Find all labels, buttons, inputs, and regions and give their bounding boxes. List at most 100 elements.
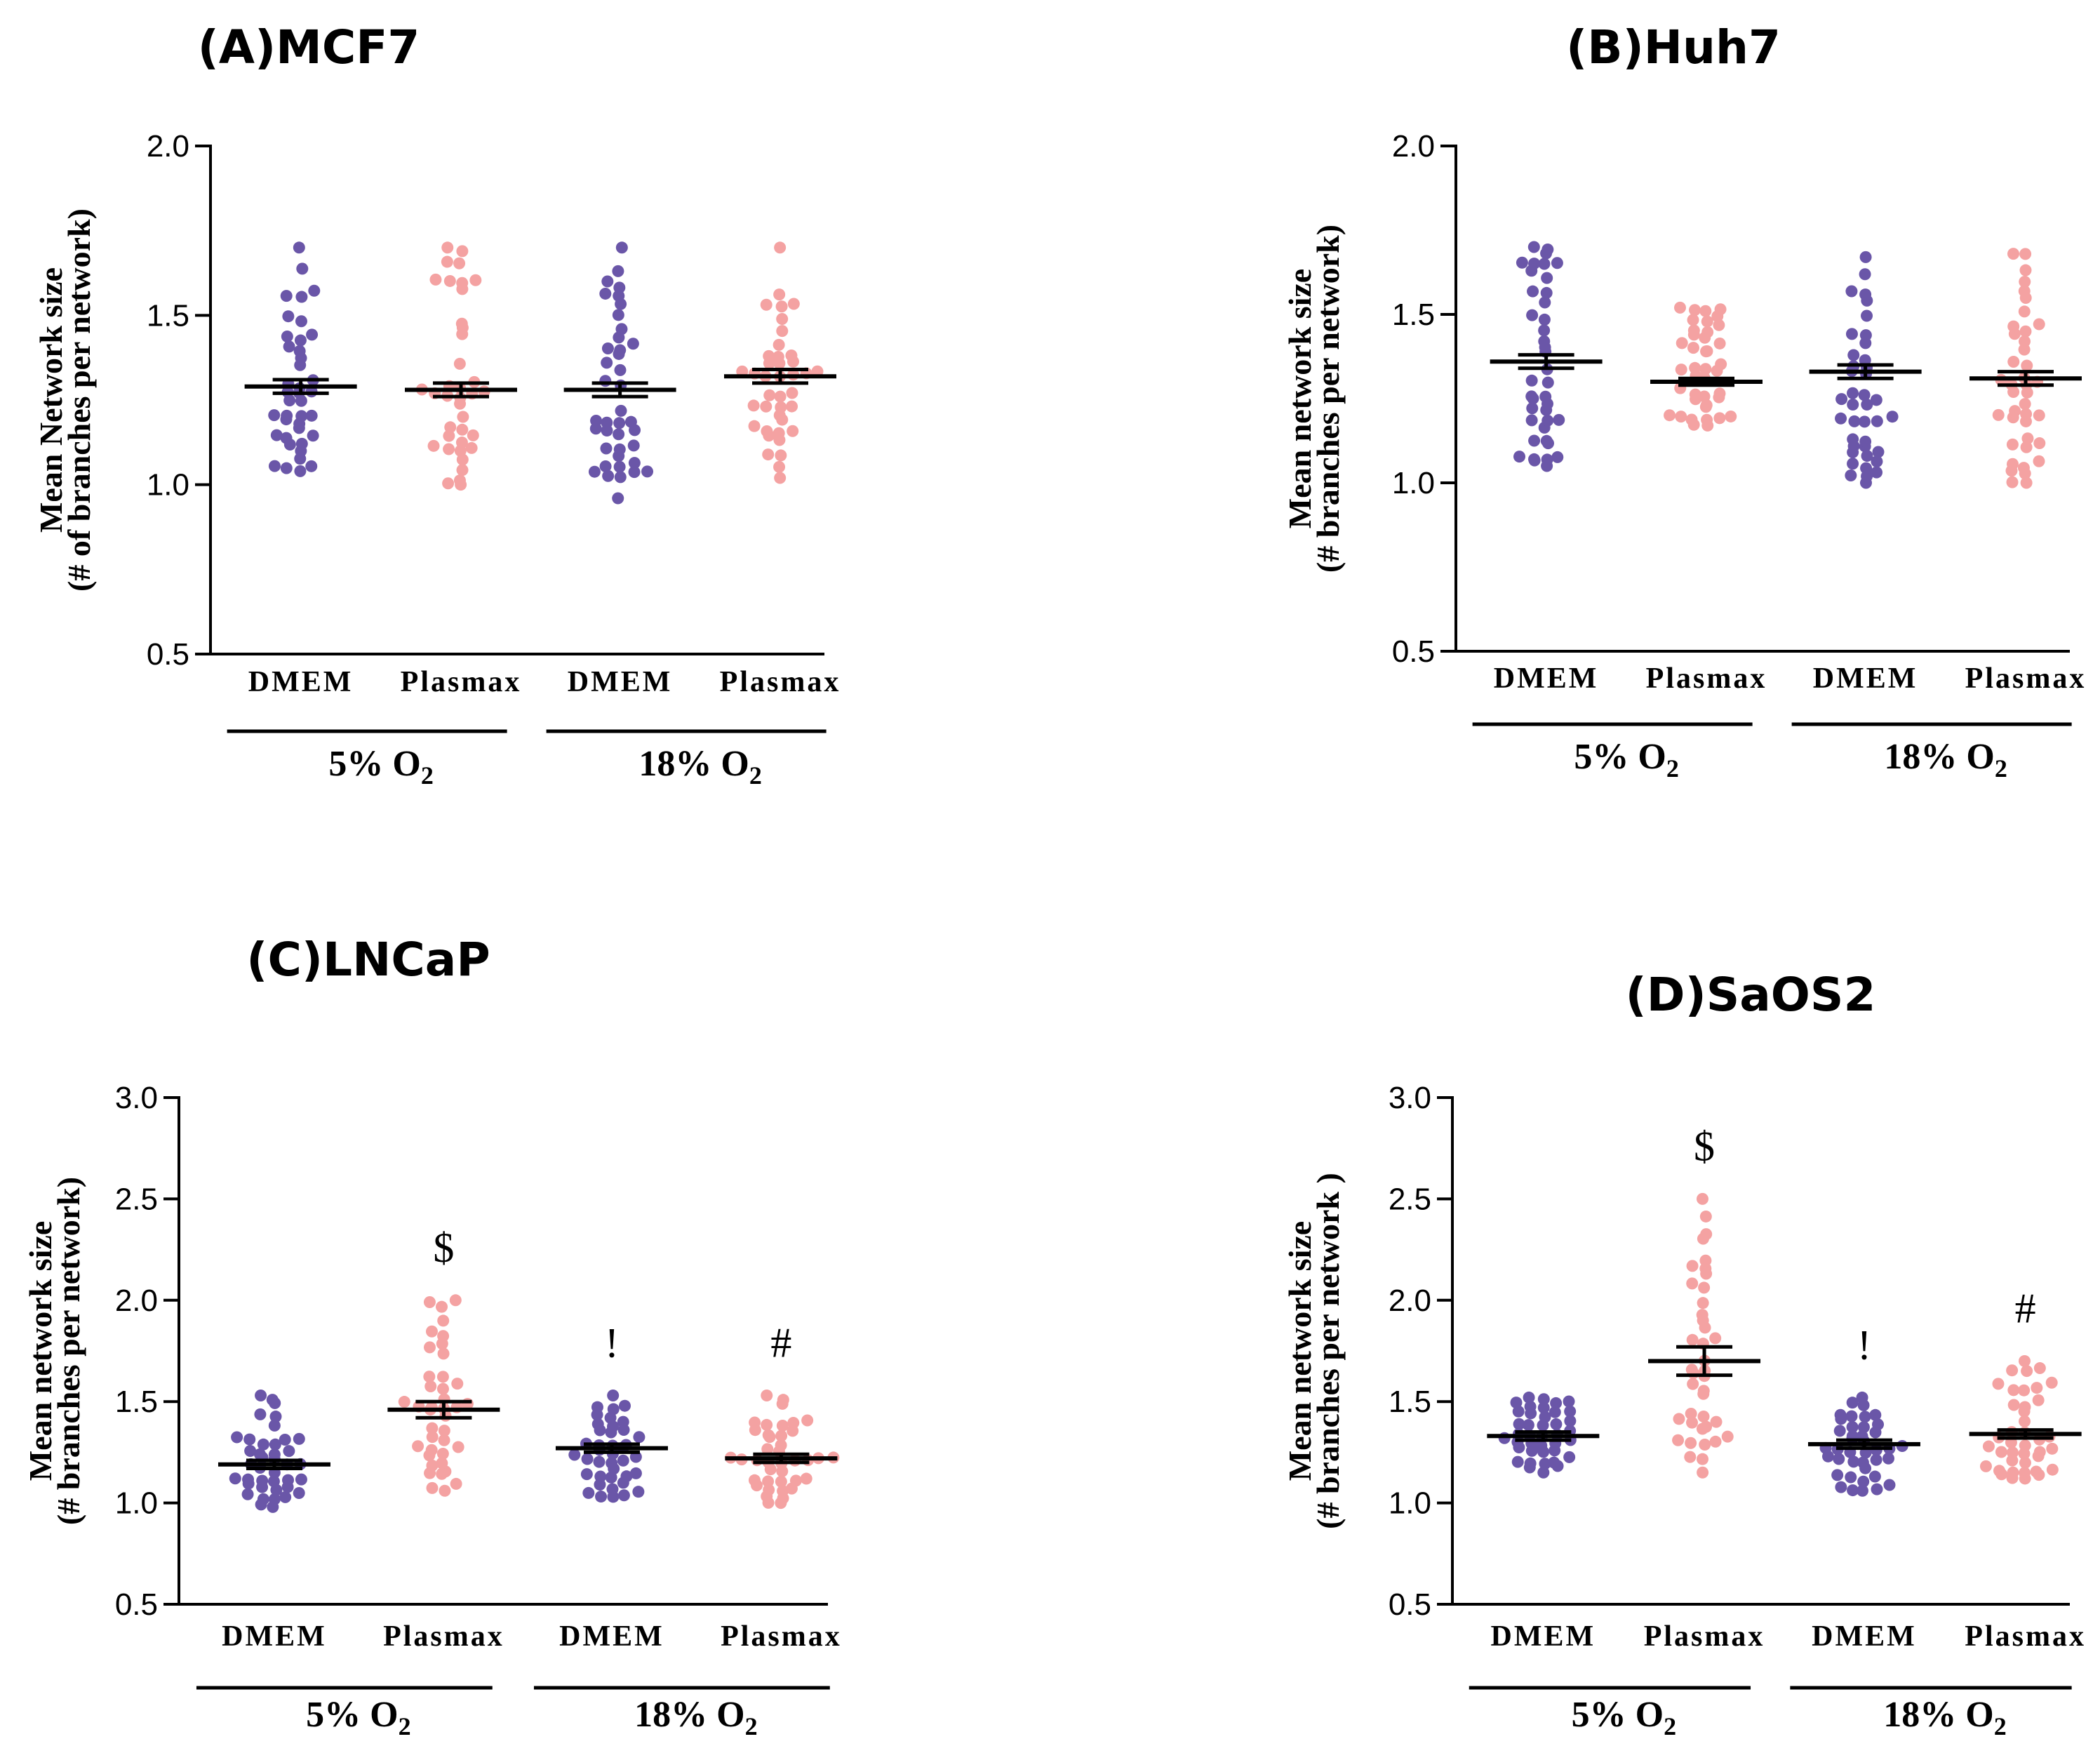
data-point	[615, 241, 628, 254]
y-axis-label: Mean network size	[22, 1221, 58, 1481]
data-point	[1537, 1466, 1550, 1479]
data-point	[747, 399, 760, 412]
data-point	[437, 1314, 450, 1327]
data-point	[641, 465, 654, 478]
data-point	[1701, 315, 1713, 328]
panel-title: (A)MCF7	[198, 20, 420, 74]
data-point	[1713, 412, 1726, 425]
data-point	[1847, 1484, 1859, 1497]
data-point	[423, 1296, 436, 1309]
data-point	[2020, 441, 2033, 453]
data-point	[568, 1448, 581, 1461]
data-point	[773, 338, 785, 351]
data-point	[1686, 1260, 1699, 1272]
data-point	[423, 1371, 436, 1383]
data-point	[2019, 275, 2031, 288]
data-point	[1871, 466, 1883, 479]
group-label: 18% O2	[638, 744, 761, 789]
data-point	[1870, 394, 1882, 406]
data-point	[1847, 433, 1859, 446]
data-point	[1688, 304, 1701, 317]
data-point	[1689, 388, 1701, 401]
data-point	[268, 409, 281, 422]
data-point	[231, 1431, 243, 1444]
data-point	[2006, 438, 2019, 451]
group-label: 5% O2	[328, 744, 433, 789]
data-point	[241, 1488, 254, 1500]
y-tick-label: 1.0	[115, 1486, 158, 1521]
data-point	[1859, 288, 1872, 301]
data-point	[1541, 453, 1553, 466]
data-point	[1696, 1192, 1708, 1205]
data-point	[257, 1438, 269, 1451]
data-point	[442, 477, 455, 490]
data-point	[1664, 409, 1676, 422]
data-point	[612, 492, 624, 505]
data-point	[588, 465, 601, 478]
category-label: Plasmax	[401, 666, 522, 698]
y-tick-label: 0.5	[115, 1587, 158, 1622]
data-point	[2009, 405, 2021, 418]
group-label-subscript: 2	[1994, 1712, 2007, 1739]
data-point	[1700, 1228, 1713, 1241]
y-tick-label: 1.0	[1389, 1486, 1431, 1521]
significance-marker: $	[433, 1225, 454, 1271]
data-point	[632, 1486, 645, 1498]
y-tick-label: 0.5	[1392, 634, 1435, 669]
data-point	[1548, 1456, 1560, 1469]
data-point	[613, 428, 625, 441]
group-label-subscript: 2	[399, 1712, 411, 1739]
data-point	[1982, 1440, 1995, 1453]
group-label-main: 5% O	[1572, 1695, 1664, 1735]
data-point	[1861, 399, 1873, 411]
group-label-subscript: 2	[1666, 754, 1679, 782]
data-point	[600, 442, 613, 455]
data-point	[1699, 1438, 1711, 1451]
y-tick-label: 2.5	[1389, 1182, 1431, 1216]
data-point	[1526, 309, 1539, 321]
data-point	[1697, 1410, 1710, 1422]
data-point	[1714, 303, 1727, 316]
group-label-main: 18% O	[634, 1695, 744, 1735]
data-point	[425, 1444, 438, 1456]
data-point	[762, 1475, 775, 1488]
data-point	[280, 432, 293, 444]
data-point	[1835, 393, 1848, 406]
data-point	[787, 298, 800, 310]
data-point	[1847, 398, 1859, 411]
data-point	[307, 429, 319, 442]
data-point	[255, 1390, 267, 1402]
data-point	[242, 1473, 255, 1486]
data-point	[426, 1431, 439, 1444]
data-point	[308, 284, 321, 297]
data-point	[760, 298, 773, 311]
significance-marker: !	[605, 1320, 619, 1366]
data-point	[443, 274, 456, 287]
data-point	[456, 276, 469, 289]
data-point	[438, 1434, 450, 1446]
data-point	[1511, 1455, 1524, 1468]
data-point	[1538, 258, 1551, 270]
data-point	[773, 460, 786, 473]
data-point	[2019, 1439, 2031, 1452]
data-point	[618, 1399, 631, 1412]
data-point	[1833, 1425, 1846, 1437]
data-point	[1697, 1297, 1709, 1310]
data-point	[749, 1416, 761, 1429]
data-point	[436, 1457, 448, 1470]
data-point	[1847, 458, 1859, 470]
data-point	[590, 415, 603, 427]
data-point	[456, 423, 469, 436]
group-label-subscript: 2	[1995, 754, 2007, 782]
data-point	[775, 1475, 787, 1488]
significance-marker: $	[1694, 1123, 1715, 1169]
data-point	[2019, 398, 2031, 411]
category-label: DMEM	[1494, 662, 1599, 695]
data-point	[1686, 1416, 1699, 1429]
data-point	[1526, 402, 1539, 415]
y-tick-label: 1.5	[1389, 1385, 1431, 1419]
y-tick-label: 2.5	[115, 1182, 158, 1216]
data-point	[1540, 286, 1553, 299]
data-point	[269, 1438, 281, 1451]
